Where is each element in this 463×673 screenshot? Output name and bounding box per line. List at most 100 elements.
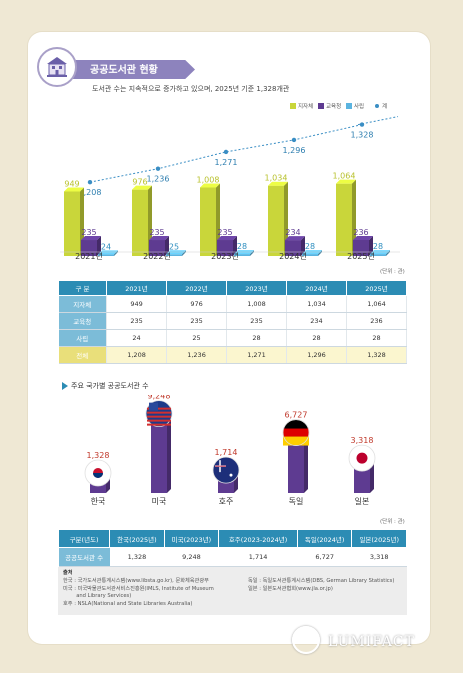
bar-지자체 <box>336 183 352 256</box>
data-label: 235 <box>149 228 164 237</box>
legend-swatch <box>346 103 352 109</box>
bar-지자체 <box>64 191 80 256</box>
country-bar-side <box>370 464 374 493</box>
table-cell: 235 <box>226 312 287 330</box>
country-bar-chart: 1,328 한국 9,248 미국 1,714 호주 6,727 독일 3,318 일본 <box>84 395 376 506</box>
data-label: 949 <box>64 179 79 188</box>
x-tick-label: 2021년 <box>75 251 103 261</box>
note-line: and Library Services) <box>63 593 132 600</box>
note-line: 독일 : 독일도서관통계시스템(DBS, German Library Stat… <box>248 578 395 584</box>
total-point <box>291 137 297 143</box>
table-cell: 949 <box>106 295 168 313</box>
triangle-bullet-icon <box>62 382 68 390</box>
bar-group: 1,328 한국 9,248 미국 1,714 호주 6,727 독일 3,318 일본 <box>84 395 376 506</box>
country-chart-title: 주요 국가별 공공도서관 수 <box>71 382 149 390</box>
bar-사립 <box>166 254 182 256</box>
x-tick-label: 2024년 <box>279 251 307 261</box>
table-header-cell: 독일(2024년) <box>296 529 353 548</box>
bar-지자체 <box>200 187 216 256</box>
table-cell: 235 <box>166 312 228 330</box>
x-tick-label: 미국 <box>152 497 167 506</box>
table-cell: 1,008 <box>226 295 287 313</box>
data-label: 28 <box>237 242 247 251</box>
data-label: 28 <box>305 242 315 251</box>
legend-label: 지자체 <box>298 102 313 110</box>
table-cell: 28 <box>286 329 347 347</box>
table-header-row: 구 분 2021년 2022년 2023년 2024년 2025년 <box>57 280 408 296</box>
data-label: 234 <box>285 228 300 237</box>
unit-label: (단위 : 관) <box>380 269 405 275</box>
table-header-cell: 2024년 <box>286 280 347 296</box>
total-point <box>155 166 161 171</box>
x-tick-label: 독일 <box>289 497 304 506</box>
flag-detail <box>283 428 309 437</box>
table-cell: 24 <box>106 329 168 347</box>
flag-detail <box>283 436 309 446</box>
table-cell: 1,208 <box>106 346 168 364</box>
table-header-cell: 미국(2023년) <box>163 529 220 548</box>
total-line: 1,208 1,236 1,271 1,296 1,328 <box>79 116 399 197</box>
data-label: 1,008 <box>197 175 220 184</box>
table-cell: 236 <box>346 312 408 330</box>
total-line-tail <box>357 116 399 126</box>
bar-교육청-top <box>81 236 101 241</box>
bar-사립-top <box>98 250 118 255</box>
flag-detail <box>147 411 171 414</box>
legend-swatch <box>318 103 324 109</box>
flag-detail <box>147 419 171 422</box>
row-label: 사립 <box>58 329 108 347</box>
logo-text: LUMIFACT <box>328 634 415 650</box>
bar-사립-side <box>318 250 322 256</box>
table-cell: 1,296 <box>286 346 347 364</box>
table-header-cell: 2022년 <box>166 280 228 296</box>
total-point <box>223 149 229 155</box>
table-cell: 6,727 <box>297 547 352 567</box>
country-count-table: 구분(년도) 한국(2025년) 미국(2023년) 호주(2023-2024년… <box>57 529 407 567</box>
note-line: 한국 : 국가도서관통계시스템(www.libsta.go.kr), 문화체육관… <box>63 578 209 584</box>
data-label: 28 <box>373 242 383 251</box>
flag-detail <box>147 407 171 410</box>
flag-detail <box>147 415 171 418</box>
data-label: 24 <box>101 242 111 251</box>
x-tick-label: 한국 <box>91 497 106 506</box>
bar-교육청-top <box>217 236 237 241</box>
bar-사립 <box>370 254 386 256</box>
legend-swatch <box>375 104 379 108</box>
flag-detail <box>282 419 310 446</box>
table-cell: 9,248 <box>164 547 219 567</box>
table-header-cell: 2021년 <box>106 280 168 296</box>
total-data-label: 1,236 <box>147 175 170 184</box>
table-cell: 28 <box>346 329 408 347</box>
header-banner <box>73 60 195 79</box>
table-cell: 1,328 <box>346 346 408 364</box>
bar-교육청-top <box>149 236 169 241</box>
table-header-cell: 한국(2025년) <box>109 529 165 548</box>
country-bar-side <box>167 419 171 493</box>
library-count-bar-chart: 지자체 교육청 사립 계 1,208 1,236 1,271 1,296 1,328 949 2… <box>60 102 400 261</box>
note-line: 일본 : 일본도서관협회(www.jla.or.jp) <box>248 585 333 592</box>
row-label: 공공도서관 수 <box>58 547 110 567</box>
section-title: 공공도서관 현황 <box>90 65 158 76</box>
flag-호주-icon <box>212 456 240 484</box>
flag-detail <box>229 473 233 477</box>
total-data-label: 1,208 <box>79 188 102 197</box>
total-data-label: 1,296 <box>283 146 306 155</box>
country-bar <box>218 480 234 493</box>
table-cell: 1,034 <box>286 295 347 313</box>
bar-교육청-side <box>233 236 237 256</box>
bar-교육청-side <box>165 236 169 256</box>
table-cell: 1,064 <box>346 295 408 313</box>
table-row: 사립 24 25 28 28 28 <box>58 329 408 347</box>
total-point <box>87 179 93 185</box>
country-bar <box>90 483 106 493</box>
flag-detail <box>356 452 368 464</box>
library-building-icon <box>37 47 77 87</box>
data-label: 9,248 <box>148 395 171 401</box>
table-row: 교육청 235 235 235 234 236 <box>58 312 408 330</box>
flag-detail <box>93 473 103 478</box>
notes-title: 출처 <box>63 570 73 576</box>
total-data-label: 1,328 <box>351 131 374 140</box>
table-header-cell: 2025년 <box>345 280 408 296</box>
table-cell: 235 <box>106 312 168 330</box>
data-label: 1,034 <box>265 174 288 183</box>
